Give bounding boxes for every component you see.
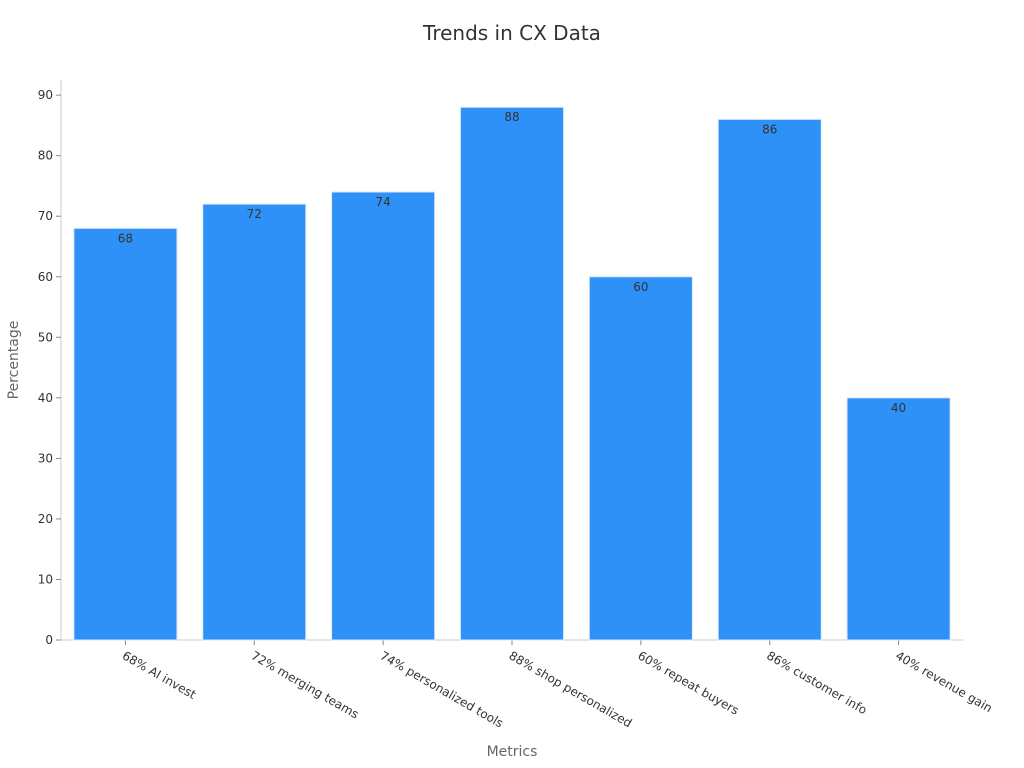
x-tick-label: 72% merging teams	[249, 648, 361, 721]
bar	[73, 227, 178, 641]
y-axis-label: Percentage	[6, 321, 22, 400]
y-tick-label: 60	[38, 270, 53, 284]
bar	[331, 191, 436, 641]
y-tick-label: 80	[38, 149, 53, 163]
y-tick-label: 0	[45, 633, 53, 647]
y-tick-label: 40	[38, 391, 53, 405]
x-tick-label: 88% shop personalized	[507, 648, 635, 730]
data-label: 68	[118, 231, 133, 245]
chart-title: Trends in CX Data	[422, 21, 601, 45]
x-tick-label: 86% customer info	[764, 648, 869, 717]
bar	[588, 276, 693, 641]
y-tick-label: 10	[38, 572, 53, 586]
x-tick-label: 68% AI invest	[120, 648, 199, 701]
data-label: 40	[891, 401, 906, 415]
x-tick-label: 40% revenue gain	[893, 648, 995, 715]
y-tick-label: 20	[38, 512, 53, 526]
x-axis-label: Metrics	[487, 744, 538, 760]
bar	[846, 397, 951, 641]
data-label: 74	[376, 195, 391, 209]
bar	[202, 203, 307, 641]
x-tick-label: 60% repeat buyers	[635, 648, 741, 717]
data-label: 72	[247, 207, 262, 221]
bar	[459, 106, 565, 641]
y-tick-label: 30	[38, 451, 53, 465]
data-label: 60	[633, 280, 648, 294]
data-label: 86	[762, 122, 777, 136]
data-label: 88	[504, 110, 519, 124]
y-tick-label: 50	[38, 330, 53, 344]
y-tick-label: 70	[38, 209, 53, 223]
y-tick-label: 90	[38, 88, 53, 102]
bar	[717, 118, 822, 641]
x-tick-label: 74% personalized tools	[378, 648, 506, 730]
